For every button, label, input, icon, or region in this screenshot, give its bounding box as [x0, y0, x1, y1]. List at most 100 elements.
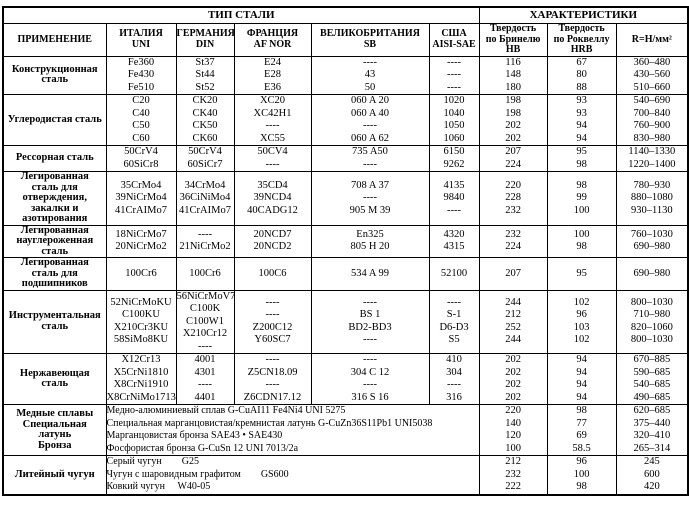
- application-line: Специальная: [22, 418, 87, 430]
- cell-line: ----: [363, 56, 377, 68]
- data-cell: 244 212 252 244: [478, 289, 548, 354]
- cell-line: XC42H1: [253, 107, 292, 119]
- data-cell: CK20 CK40 CK50 CK60: [175, 94, 235, 146]
- data-cell: ---- 304 C 12 ---- 316 S 16: [310, 353, 430, 405]
- cell-line: 228: [505, 192, 521, 203]
- cell-line: ----: [363, 192, 377, 203]
- cell-line: C40: [132, 107, 150, 119]
- data-cell: 800–1030 710–980 820–1060 800–1030: [615, 289, 689, 354]
- data-cell: ---- S-1 D6-D3 S5: [428, 289, 480, 354]
- application-line: Легированная: [20, 225, 89, 236]
- data-cell: 198 198 202 202: [478, 94, 548, 146]
- cell-line: 490–685: [633, 391, 671, 403]
- cell-line: Fe430: [127, 69, 155, 80]
- data-cell: 98 99 100: [546, 171, 617, 226]
- group-header-characteristics: ХАРАКТЕРИСТИКИ: [478, 6, 689, 24]
- cell-line: Fe510: [127, 81, 155, 93]
- data-cell: ---- Z5CN18.09 ---- Z6CDN17.12: [233, 353, 312, 405]
- header-line: R=Н/мм²: [631, 33, 672, 45]
- cell-line: E24: [264, 56, 281, 68]
- application-cell: Литейный чугун: [2, 455, 107, 495]
- cell-line: ----: [363, 354, 377, 366]
- cell-line: 060 A 20: [351, 95, 389, 107]
- data-cell: 98 77 69 58.5: [546, 404, 617, 456]
- cell-line: X8CrNi1910: [113, 379, 169, 390]
- application-line: отверждения,: [22, 192, 87, 203]
- header-line: по Роквеллу: [553, 33, 610, 45]
- table-row: Литейный чугун Серый чугун G25 Чугун с шар…: [2, 455, 689, 495]
- cell-line: 50CV4: [257, 146, 288, 158]
- cell-line: 232: [505, 228, 521, 240]
- cell-line: 1140–1330: [628, 146, 676, 158]
- cell-line: 41CrAIMo7: [115, 204, 167, 216]
- data-cell: 93 93 94 94: [546, 94, 617, 146]
- application-line: сталь для: [31, 267, 78, 279]
- cell-line: 35CrMo4: [120, 179, 162, 191]
- cell-line: 69: [576, 430, 587, 441]
- cell-line: X210Cr12: [182, 328, 228, 339]
- cell-line: 710–980: [633, 309, 671, 321]
- cell-line: 805 H 20: [350, 241, 390, 253]
- data-cell: 100Cr6: [175, 257, 235, 291]
- cell-line: 34CrMo4: [184, 179, 226, 191]
- cell-line: 212: [505, 309, 521, 321]
- application-line: сталь для: [31, 181, 78, 193]
- column-header-application: ПРИМЕНЕНИЕ: [2, 23, 107, 57]
- cell-line: Fe360: [127, 56, 155, 68]
- cell-line: ----: [198, 379, 212, 390]
- table-row: Легированная сталь для подшипников 100Cr6 10…: [2, 257, 689, 291]
- cell-line: 780–930: [633, 179, 671, 191]
- cell-line: 4001: [194, 354, 216, 366]
- cell-line: BD2-BD3: [348, 321, 392, 333]
- cell-line: 94: [576, 354, 587, 366]
- table-row: Рессорная сталь 50CrV4 60SiCr8 50CrV4 60SiCr…: [2, 145, 689, 172]
- application-line: Инструментальная: [8, 310, 101, 322]
- cell-line: C50: [132, 120, 150, 131]
- cell-line: 232: [505, 204, 521, 216]
- cell-line: Марганцовистая бронза SAE43 • SAE430: [106, 430, 283, 441]
- cell-line: 60SiCr7: [187, 158, 223, 170]
- cell-line: 20NCD2: [253, 241, 292, 253]
- data-cell: 50CV4 ----: [233, 145, 312, 172]
- cell-line: ----: [198, 340, 212, 352]
- data-cell: 690–980: [615, 257, 689, 291]
- data-cell: 18NiCrMo7 20NiCrMo2: [105, 224, 177, 258]
- cell-line: 20NCD7: [253, 228, 292, 240]
- cell-line: 94: [576, 366, 587, 378]
- cell-line: 534 A 99: [351, 267, 389, 279]
- cell-line: ----: [447, 204, 462, 216]
- cell-line: X210Cr3KU: [113, 321, 169, 333]
- header-line: SB: [363, 38, 377, 50]
- cell-line: 510–660: [633, 81, 671, 93]
- cell-line: En325: [356, 228, 384, 240]
- header-line: Твердость: [558, 23, 605, 34]
- data-cell: 708 A 37 ---- 905 M 39: [310, 171, 430, 226]
- data-cell: 67 80 88: [546, 55, 617, 95]
- cell-line: 220: [505, 179, 521, 191]
- application-line: Легированная: [20, 257, 89, 268]
- cell-line: X8CrNiMo1713: [106, 391, 176, 403]
- application-line: латунь: [38, 429, 72, 440]
- application-line: Легированная: [20, 171, 89, 182]
- cell-line: 52100: [440, 267, 468, 279]
- cell-line: 830–980: [633, 132, 671, 144]
- cell-line: 316: [446, 391, 462, 403]
- application-cell: Углеродистая сталь: [2, 94, 107, 146]
- steel-table-body: Конструкционная сталь Fe360 Fe430 Fe510 St37 S…: [2, 55, 689, 495]
- table-row: Углеродистая сталь C20 C40 C50 C60 CK20 CK40 CK…: [2, 94, 689, 146]
- cell-line: 94: [576, 120, 587, 131]
- data-cell: 410 304 ---- 316: [428, 353, 480, 405]
- cell-line: 18NiCrMo7: [115, 228, 167, 240]
- cell-line: 320–410: [633, 430, 671, 441]
- cell-line: 96: [576, 456, 587, 468]
- cell-line: 99: [576, 192, 587, 203]
- header-line: ПРИМЕНЕНИЕ: [17, 33, 92, 45]
- data-cell: 52NiCrMoKU C100KU X210Cr3KU 58SiMo8KU: [105, 289, 177, 354]
- cell-line: 94: [576, 391, 587, 403]
- data-cell: 4135 9840 ----: [428, 171, 480, 226]
- header-line: AISI-SAE: [432, 38, 476, 50]
- cell-line: C20: [132, 95, 150, 107]
- cell-line: 708 A 37: [351, 179, 389, 191]
- data-cell: 540–690 700–840 760–900 830–980: [615, 94, 689, 146]
- cell-line: 100: [505, 442, 521, 454]
